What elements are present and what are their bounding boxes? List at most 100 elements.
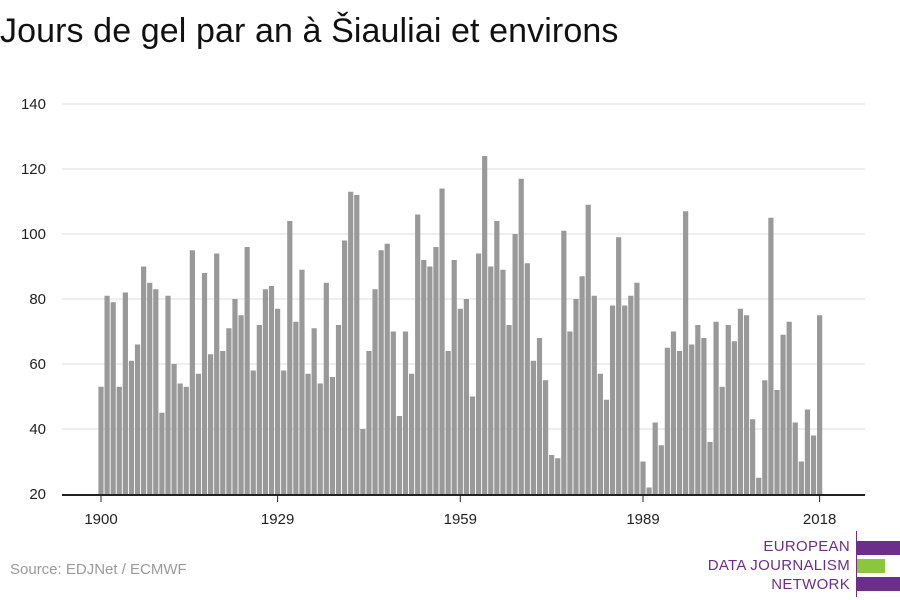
bar-1967 (506, 325, 512, 494)
bar-2014 (792, 422, 798, 494)
chart-title: Jours de gel par an à Šiauliai et enviro… (0, 12, 619, 50)
bar-1988 (634, 282, 640, 494)
bar-1915 (189, 250, 195, 494)
bar-1968 (512, 234, 518, 494)
bar-1940 (342, 240, 348, 494)
bar-2002 (719, 386, 725, 494)
bar-2008 (756, 477, 762, 494)
bar-1980 (585, 204, 591, 494)
bar-2017 (810, 435, 817, 494)
bar-1990 (646, 487, 652, 494)
bar-1965 (494, 221, 500, 494)
bar-2016 (804, 409, 811, 494)
bar-1972 (536, 338, 543, 494)
bar-1912 (171, 364, 177, 494)
bar-1950 (402, 331, 409, 494)
bar-2009 (762, 380, 768, 494)
bar-2004 (731, 341, 737, 494)
logo-bar-green (857, 559, 885, 573)
bar-1973 (542, 380, 549, 494)
bar-1935 (311, 328, 317, 494)
bar-1920 (220, 351, 226, 494)
bar-1964 (488, 266, 494, 494)
bar-1946 (378, 250, 384, 494)
bar-1983 (603, 399, 610, 494)
y-tick-label-120: 120 (21, 161, 46, 178)
bar-1906 (134, 344, 141, 494)
axes: 20 40 60 80 100 120 140 1900 1929 1959 1989 2018 (21, 96, 865, 528)
bar-1917 (201, 273, 208, 494)
bar-1924 (244, 247, 250, 494)
bar-1934 (305, 373, 311, 494)
bar-1970 (524, 263, 530, 494)
source-note: Source: EDJNet / ECMWF (10, 561, 187, 578)
bar-1905 (128, 360, 135, 494)
bar-2013 (786, 321, 792, 494)
bar-1925 (250, 370, 256, 494)
bar-1916 (195, 373, 202, 494)
bar-1956 (439, 188, 445, 494)
bar-1975 (555, 458, 561, 494)
bar-1931 (287, 221, 293, 494)
bar-1996 (683, 211, 689, 494)
bar-2001 (713, 321, 719, 494)
bar-2012 (780, 334, 786, 494)
bar-1962 (475, 253, 482, 494)
bar-1947 (384, 243, 390, 494)
bar-1901 (104, 295, 110, 494)
bar-1941 (348, 191, 354, 494)
logo-text-line-2: DATA JOURNALISM (707, 557, 850, 574)
y-tick-label-40: 40 (29, 421, 46, 438)
bar-2006 (743, 315, 750, 494)
logo-bar-purple-bottom (857, 577, 900, 591)
bar-1976 (561, 230, 567, 494)
bar-1969 (518, 178, 524, 494)
bar-1959 (457, 308, 463, 494)
bar-2005 (737, 308, 744, 494)
bar-1971 (530, 360, 536, 494)
x-tick-label-1959: 1959 (444, 511, 477, 528)
logo-text-line-1: EUROPEAN (763, 538, 850, 555)
bar-1998 (695, 325, 701, 494)
bar-1937 (323, 282, 329, 494)
bar-1900 (98, 386, 104, 494)
bar-1954 (427, 266, 433, 494)
bar-1966 (500, 269, 506, 494)
bar-1930 (281, 370, 287, 494)
bar-2007 (750, 419, 756, 494)
bar-1995 (676, 351, 683, 494)
bar-2010 (768, 217, 774, 494)
bar-2000 (707, 442, 713, 494)
bar-1938 (329, 377, 336, 494)
bar-1984 (609, 305, 616, 494)
bar-1928 (268, 286, 275, 494)
bar-1908 (147, 282, 153, 494)
bar-1986 (622, 305, 628, 494)
y-tick-label-140: 140 (21, 96, 46, 113)
bar-1960 (463, 299, 469, 494)
bar-1955 (433, 247, 439, 494)
bar-1919 (214, 253, 220, 494)
bar-1953 (421, 260, 427, 494)
bar-1948 (390, 331, 396, 494)
bar-1933 (299, 269, 305, 494)
bar-1978 (573, 299, 579, 494)
bar-1949 (396, 416, 403, 494)
bar-1932 (293, 321, 299, 494)
x-tick-label-1900: 1900 (84, 511, 117, 528)
bar-1904 (122, 292, 128, 494)
x-tick-label-1989: 1989 (626, 511, 659, 528)
bar-1989 (640, 461, 646, 494)
bar-2015 (798, 461, 804, 494)
bar-1910 (159, 412, 165, 494)
bar-1963 (482, 156, 488, 494)
gridlines (62, 103, 865, 430)
bar-2018 (817, 315, 823, 494)
bar-1926 (256, 325, 262, 494)
bar-1981 (591, 295, 597, 494)
bar-1903 (116, 386, 122, 494)
logo-bar-purple-top (857, 541, 900, 555)
bar-series (98, 156, 823, 494)
logo-text-line-3: NETWORK (771, 576, 850, 593)
